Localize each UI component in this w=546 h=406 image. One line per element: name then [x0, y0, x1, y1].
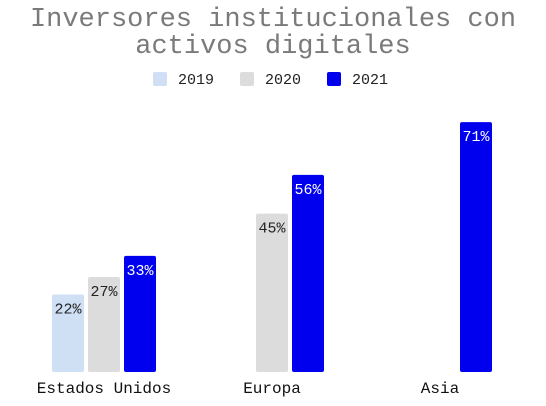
legend-label-2020: 2020 [265, 72, 301, 89]
legend-label-2019: 2019 [178, 72, 214, 89]
legend-swatch-2021 [327, 72, 341, 86]
category-label-europa: Europa [243, 380, 301, 398]
bar-2020-europa [256, 213, 288, 372]
value-labels-group: 22% 27% 45% 33% 56% 71% [54, 129, 490, 318]
legend-swatch-2019 [153, 72, 167, 86]
category-labels: Estados Unidos Europa Asia [37, 380, 460, 398]
chart-title-line-2: activos digitales [135, 32, 410, 62]
value-label-2021-europa: 56% [294, 182, 322, 199]
value-label-2021-asia: 71% [462, 129, 490, 146]
legend-label-2021: 2021 [352, 72, 388, 89]
value-label-2019-estados-unidos: 22% [54, 302, 82, 319]
value-label-2021-estados-unidos: 33% [126, 263, 154, 280]
category-label-estados-unidos: Estados Unidos [37, 380, 171, 398]
bar-2021-europa [292, 174, 324, 372]
chart-title: Inversores institucionales con activos d… [30, 5, 516, 62]
bar-2021-asia [460, 122, 492, 372]
bars-group [52, 122, 492, 372]
legend-swatch-2020 [240, 72, 254, 86]
bar-2019-estados-unidos [52, 294, 84, 372]
bar-2021-estados-unidos [124, 255, 156, 372]
chart-title-line-1: Inversores institucionales con [30, 5, 516, 35]
chart-legend: 2019 2020 2021 [153, 72, 388, 89]
category-label-asia: Asia [421, 380, 460, 398]
value-label-2020-estados-unidos: 27% [90, 284, 118, 301]
bar-2020-estados-unidos [88, 276, 120, 372]
value-label-2020-europa: 45% [258, 221, 286, 238]
